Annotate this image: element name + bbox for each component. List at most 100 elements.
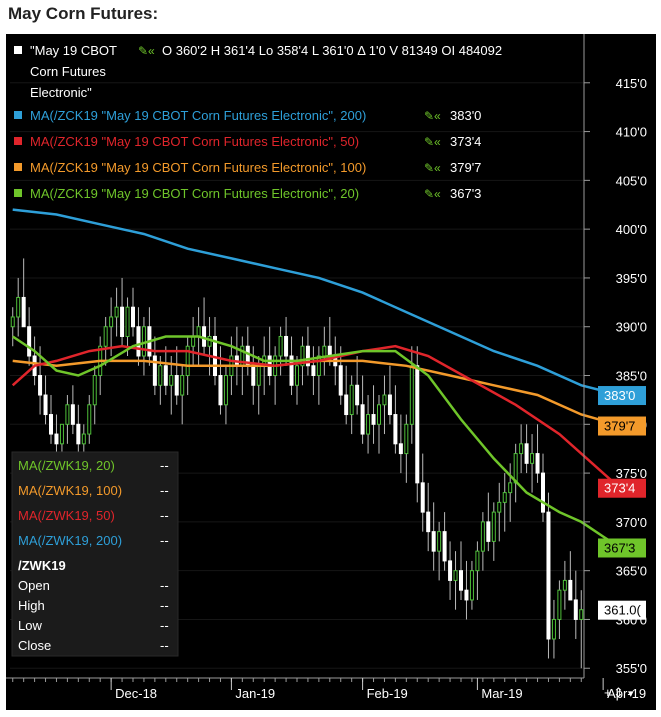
price-tag[interactable]: 379'7: [598, 416, 646, 436]
study-edit-icon[interactable]: ✎«: [138, 44, 155, 58]
candle: [245, 326, 250, 376]
candle-body: [48, 414, 54, 435]
candle-body: [530, 453, 535, 464]
data-box-ohlc-value: --: [160, 578, 169, 593]
axis-expand-icon[interactable]: ⇕: [613, 685, 624, 700]
candle-body: [393, 414, 398, 445]
candle: [579, 590, 584, 669]
candle-body: [158, 365, 163, 386]
candle: [316, 346, 321, 405]
price-tag[interactable]: 373'4: [598, 478, 646, 498]
candle: [535, 424, 540, 483]
ma-legend-swatch: [14, 189, 22, 197]
price-tag[interactable]: 361.0(: [598, 600, 646, 620]
candle-body: [10, 316, 15, 328]
header-legend: "May 19 CBOT Corn Futures Electronic" ✎«…: [14, 43, 502, 100]
candle-body: [366, 414, 371, 435]
data-box-symbol: /ZWK19: [18, 558, 66, 573]
candle: [426, 482, 431, 552]
candle: [409, 346, 414, 444]
candle: [398, 414, 403, 474]
candle-body: [338, 365, 343, 396]
study-edit-icon[interactable]: ✎«: [424, 187, 441, 201]
axis-scale-icon[interactable]: +: [604, 685, 612, 700]
price-tag[interactable]: 383'0: [598, 386, 646, 406]
candle-body: [437, 531, 442, 552]
candle-body: [453, 570, 458, 581]
y-tick-label: 390'0: [616, 320, 647, 335]
candle-body: [180, 375, 185, 396]
data-box-ohlc-label: Close: [18, 638, 51, 653]
candle-body: [409, 365, 414, 425]
symbol-name-line-2: Corn Futures: [30, 64, 106, 79]
candle-body: [562, 579, 567, 591]
candle: [453, 551, 458, 610]
candle: [223, 365, 228, 425]
x-tick-label: Jan-19: [235, 686, 275, 701]
candle: [180, 365, 185, 425]
candle: [420, 453, 425, 532]
candle: [557, 580, 562, 639]
candle: [136, 307, 141, 366]
candle-body: [92, 375, 97, 406]
moving-average-line: [12, 359, 620, 427]
candle: [469, 560, 474, 610]
candle: [16, 277, 21, 337]
candle-body: [305, 345, 310, 367]
candle-body: [202, 326, 207, 347]
ma-legend-swatch: [14, 137, 22, 145]
candle-body: [196, 326, 201, 337]
candle: [305, 326, 310, 376]
candle-body: [387, 394, 392, 416]
candle-body: [218, 375, 223, 406]
candle: [174, 346, 179, 405]
candle-body: [497, 501, 502, 513]
candle: [530, 434, 535, 493]
candle: [387, 365, 392, 425]
candle-body: [87, 404, 92, 435]
x-tick-label: Feb-19: [367, 686, 408, 701]
candle-body: [535, 453, 540, 474]
candle: [376, 395, 382, 454]
candle: [415, 346, 420, 503]
data-box-ohlc-value: --: [160, 598, 169, 613]
candle: [289, 336, 294, 396]
candle: [568, 551, 573, 601]
candle: [508, 463, 513, 522]
candle-body: [426, 511, 431, 533]
candle: [464, 560, 469, 620]
price-tag[interactable]: 367'3: [598, 538, 646, 558]
moving-average-lines: [11, 208, 621, 549]
candle: [284, 316, 289, 366]
candle-body: [344, 394, 349, 416]
axis-menu-icon[interactable]: ▾: [628, 688, 634, 700]
ma-legend-label: MA(/ZCK19 "May 19 CBOT Corn Futures Elec…: [30, 186, 359, 201]
candle-body: [223, 375, 228, 406]
candle: [546, 492, 551, 659]
candle-body: [524, 443, 529, 464]
candle-body: [284, 335, 289, 357]
candle-body: [54, 433, 59, 445]
data-box-panel: [11, 451, 179, 657]
candle: [234, 326, 239, 386]
candle-body: [431, 531, 436, 552]
candle: [480, 512, 485, 571]
price-tag-background: [598, 538, 646, 558]
candle-body: [355, 384, 360, 406]
price-tags[interactable]: 383'0 379'7 373'4 367'3 361.0(: [598, 386, 646, 620]
y-tick-label: 415'0: [616, 76, 647, 91]
price-tag-background: [598, 386, 646, 406]
study-edit-icon[interactable]: ✎«: [424, 161, 441, 175]
price-tag-background: [598, 416, 646, 436]
data-box-ma-label: MA(/ZWK19, 20): [18, 458, 115, 473]
ma-legend-label: MA(/ZCK19 "May 19 CBOT Corn Futures Elec…: [30, 160, 366, 175]
candle-body: [382, 394, 387, 406]
study-edit-icon[interactable]: ✎«: [424, 135, 441, 149]
study-edit-icon[interactable]: ✎«: [424, 109, 441, 123]
candle: [109, 297, 114, 356]
candle: [344, 365, 349, 425]
time-axis-background: [6, 678, 656, 710]
moving-average-line: [12, 208, 620, 397]
candle: [120, 277, 125, 347]
candle: [32, 336, 37, 386]
